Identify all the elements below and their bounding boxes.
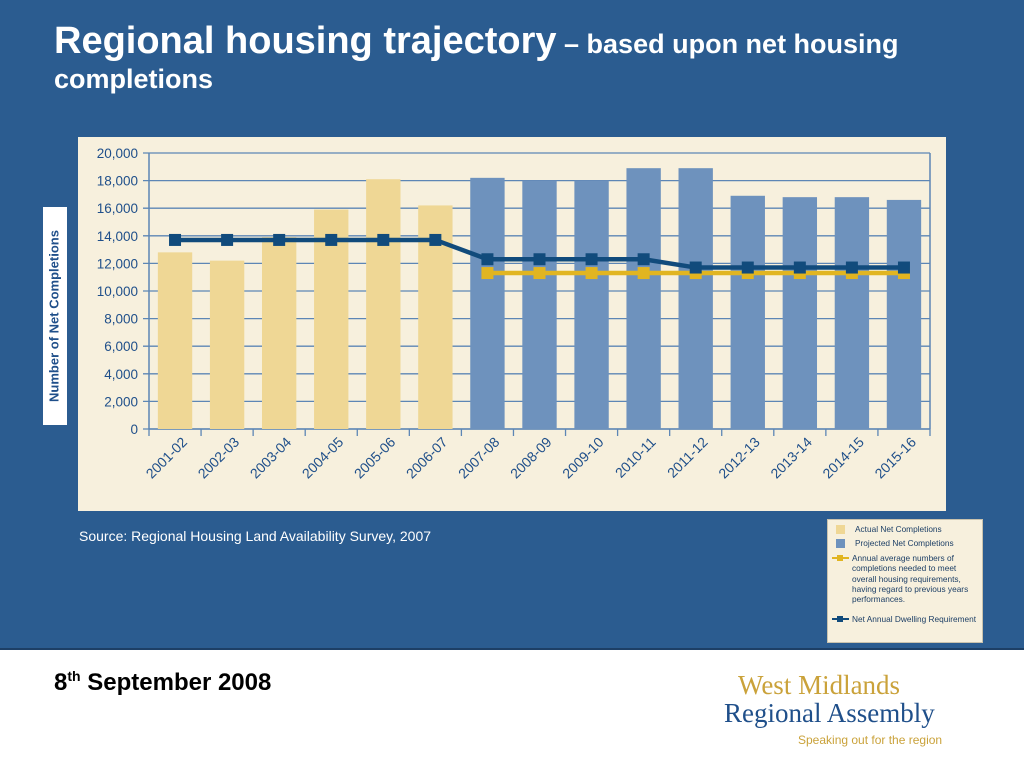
x-tick-label: 2012-13	[715, 434, 763, 482]
bar-actual	[157, 252, 193, 429]
marker-net-requirement	[273, 233, 286, 246]
marker-net-requirement	[325, 233, 338, 246]
y-tick-label: 4,000	[104, 367, 138, 382]
marker-net-requirement	[637, 253, 650, 266]
legend-label-projected: Projected Net Completions	[855, 538, 954, 548]
legend-swatch-net-requirement	[832, 614, 849, 624]
y-tick-label: 2,000	[104, 394, 138, 409]
x-tick-label: 2010-11	[612, 434, 659, 481]
marker-net-requirement	[221, 233, 234, 246]
y-tick-label: 10,000	[97, 284, 138, 299]
legend-swatch-actual	[836, 525, 845, 534]
bar-projected	[470, 177, 505, 429]
marker-annual-average	[637, 267, 650, 280]
y-tick-label: 12,000	[97, 256, 138, 271]
legend-item-annual-average: Annual average numbers of completions ne…	[832, 553, 980, 605]
x-tick-label: 2009-10	[559, 434, 607, 482]
bar-projected	[626, 168, 661, 429]
source-note: Source: Regional Housing Land Availabili…	[79, 528, 432, 544]
x-tick-label: 2007-08	[455, 434, 503, 482]
legend-label-net-requirement: Net Annual Dwelling Requirement	[852, 614, 977, 624]
presentation-date: 8th September 2008	[54, 668, 271, 697]
date-suffix: th	[67, 668, 81, 684]
marker-net-requirement	[897, 261, 910, 274]
y-axis-title: Number of Net Completions	[46, 230, 61, 402]
x-tick-label: 2001-02	[143, 434, 191, 482]
x-tick-label: 2014-15	[819, 434, 867, 482]
marker-net-requirement	[481, 253, 494, 266]
marker-net-requirement	[845, 261, 858, 274]
bar-projected	[782, 197, 818, 429]
housing-trajectory-chart: 0 2,000 4,000 6,000 8,000 10,000 12,000 14,000 1…	[43, 146, 931, 482]
y-tick-label: 6,000	[104, 339, 138, 354]
x-tick-label: 2013-14	[767, 434, 815, 482]
marker-net-requirement	[585, 253, 598, 266]
y-tick-label: 18,000	[97, 174, 138, 189]
marker-net-requirement	[533, 253, 546, 266]
chart-panel: 0 2,000 4,000 6,000 8,000 10,000 12,000 14,000 1…	[43, 137, 946, 511]
marker-net-requirement	[793, 261, 806, 274]
legend-swatch-projected	[836, 539, 845, 548]
bar-projected	[678, 168, 713, 429]
legend-item-net-requirement: Net Annual Dwelling Requirement	[832, 614, 980, 624]
y-tick-label: 16,000	[97, 201, 138, 216]
legend-item-actual: Actual Net Completions	[832, 524, 983, 534]
x-tick-label: 2004-05	[299, 434, 347, 482]
chart-legend: Actual Net Completions Projected Net Com…	[827, 519, 983, 643]
y-tick-label: 0	[130, 422, 138, 437]
marker-annual-average	[481, 267, 494, 280]
x-tick-label: 2002-03	[195, 434, 243, 482]
legend-swatch-annual-average	[832, 553, 849, 563]
organisation-logo: West Midlands Regional Assembly Speaking…	[724, 670, 984, 748]
x-tick-label: 2015-16	[871, 434, 919, 482]
bar-projected	[730, 195, 765, 429]
x-tick-label: 2008-09	[507, 434, 555, 482]
logo-line-1: West Midlands	[738, 670, 901, 700]
y-axis-title-box	[43, 207, 67, 425]
x-tick-label: 2003-04	[247, 434, 295, 482]
slide-background: Regional housing trajectory – based upon…	[0, 0, 1024, 650]
marker-net-requirement	[429, 233, 442, 246]
bar-actual	[314, 209, 349, 429]
bar-projected	[574, 180, 609, 429]
y-tick-label: 14,000	[97, 229, 138, 244]
bar-actual	[366, 179, 401, 429]
bar-actual	[209, 260, 245, 429]
marker-net-requirement	[169, 233, 182, 246]
x-tick-label: 2005-06	[351, 434, 399, 482]
logo-line-2: Regional Assembly	[724, 698, 935, 728]
y-tick-label: 20,000	[97, 146, 138, 161]
date-day: 8	[54, 669, 68, 696]
bar-projected	[834, 197, 870, 429]
marker-net-requirement	[741, 261, 754, 274]
date-rest: September 2008	[80, 669, 272, 696]
x-tick-label: 2006-07	[403, 434, 451, 482]
x-tick-label: 2011-12	[664, 434, 711, 481]
bar-projected	[886, 199, 922, 429]
legend-label-actual: Actual Net Completions	[855, 524, 942, 534]
y-tick-label: 8,000	[104, 312, 138, 327]
bar-projected	[522, 180, 557, 429]
logo-tagline: Speaking out for the region	[798, 733, 943, 748]
bar-actual	[261, 237, 297, 429]
marker-annual-average	[585, 267, 598, 280]
slide-title: Regional housing trajectory – based upon…	[54, 20, 984, 95]
legend-label-annual-average: Annual average numbers of completions ne…	[852, 553, 969, 605]
title-sub: – based upon net housing completions	[54, 29, 899, 94]
title-main: Regional housing trajectory	[54, 20, 557, 62]
marker-net-requirement	[689, 261, 702, 274]
marker-net-requirement	[377, 233, 390, 246]
legend-item-projected: Projected Net Completions	[832, 538, 983, 548]
marker-annual-average	[533, 267, 546, 280]
